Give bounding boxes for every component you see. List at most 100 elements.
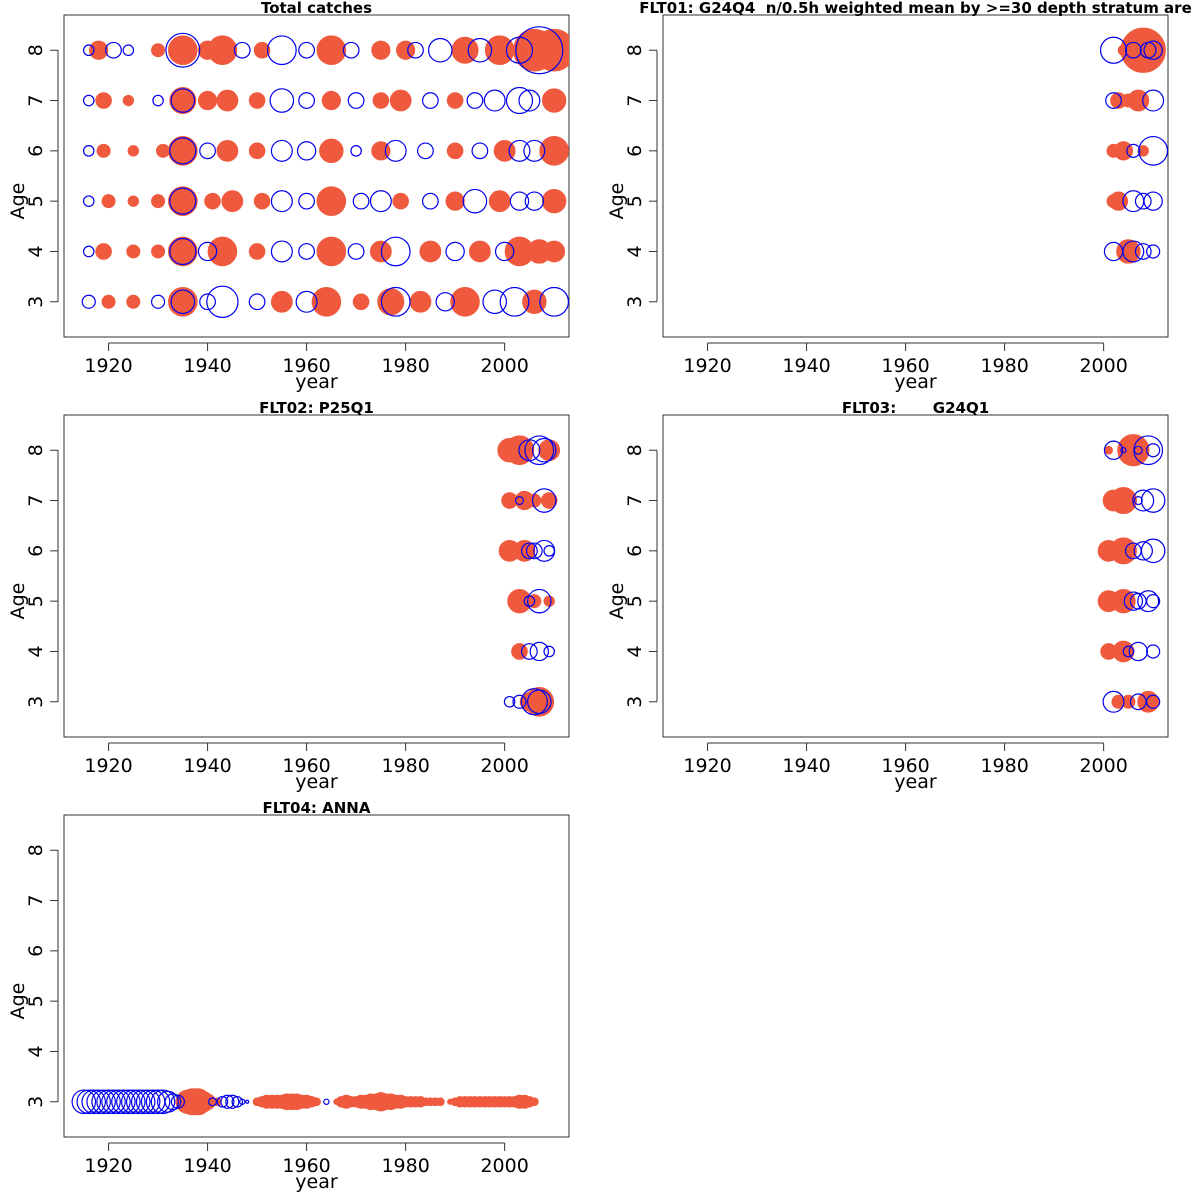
y-tick-label: 4	[624, 245, 646, 257]
positive-residual-bubble	[199, 1093, 216, 1111]
negative-residual-bubble	[1140, 488, 1166, 513]
x-tick-label: 1940	[782, 755, 830, 777]
positive-residual-bubble	[352, 293, 370, 311]
y-axis-title: Age	[606, 583, 628, 620]
positive-residual-bubble	[484, 35, 515, 66]
negative-residual-bubble	[82, 94, 95, 107]
negative-residual-bubble	[1146, 594, 1161, 609]
panel-2: FLT01: G24Q4 n/0.5h weighted mean by >=3…	[606, 0, 1192, 393]
x-tick-label: 1980	[381, 355, 429, 377]
positive-residual-bubble	[197, 90, 218, 111]
negative-residual-bubble	[1133, 435, 1164, 466]
panel-4: FLT03: G24Q1 1920 1940 1960 1980 2000 year 3 4 5 6…	[606, 399, 1169, 793]
negative-residual-bubble	[407, 41, 424, 59]
negative-residual-bubble	[248, 293, 266, 311]
y-tick-label: 5	[624, 195, 646, 207]
plot-frame	[662, 414, 1169, 738]
panel-3: FLT02: P25Q1 1920 1940 1960 1980 2000 year 3 4 5 6…	[7, 399, 570, 793]
panel-title: FLT01: G24Q4 n/0.5h weighted mean by >=3…	[639, 0, 1192, 17]
negative-residual-bubble	[245, 1099, 250, 1104]
negative-residual-bubble	[165, 32, 201, 68]
positive-residual-bubble	[1137, 690, 1160, 713]
negative-residual-bubble	[369, 190, 392, 213]
plot-frame	[63, 814, 570, 1138]
positive-residual-bubble	[126, 244, 141, 259]
positive-residual-bubble	[1116, 239, 1141, 264]
x-tick-label: 1940	[183, 755, 231, 777]
positive-residual-bubble	[371, 141, 391, 161]
negative-residual-bubble	[352, 192, 370, 210]
x-tick-label: 1940	[782, 355, 830, 377]
negative-residual-bubble	[1126, 143, 1141, 158]
y-tick-label: 7	[25, 94, 47, 106]
positive-residual-bubble	[127, 195, 140, 207]
panel-1: Total catches 1920 1940 1960 1980 2000 year 3 4 5…	[7, 0, 570, 393]
negative-residual-bubble	[82, 145, 95, 157]
negative-residual-bubble	[524, 191, 545, 211]
positive-residual-bubble	[445, 191, 465, 211]
negative-residual-bubble	[529, 641, 549, 662]
x-tick-label: 1920	[84, 355, 132, 377]
y-tick-label: 3	[25, 696, 47, 708]
positive-residual-bubble	[1109, 487, 1137, 515]
positive-residual-bubble	[529, 1097, 539, 1107]
negative-residual-bubble	[269, 88, 295, 113]
x-tick-label: 1960	[881, 355, 929, 377]
negative-residual-bubble	[347, 243, 365, 260]
negative-residual-bubble	[231, 1095, 244, 1108]
negative-residual-bubble	[435, 292, 455, 312]
negative-residual-bubble	[116, 1089, 141, 1115]
negative-residual-bubble	[1122, 645, 1135, 658]
negative-residual-bubble	[499, 286, 530, 317]
bubble-group	[81, 26, 569, 318]
negative-residual-bubble	[1134, 243, 1152, 260]
positive-residual-bubble	[1113, 141, 1134, 161]
positive-residual-bubble	[541, 88, 567, 113]
positive-residual-bubble	[389, 89, 412, 112]
positive-residual-bubble	[450, 286, 480, 317]
x-tick-label: 1920	[84, 755, 132, 777]
y-axis-title: Age	[7, 183, 29, 220]
bubble-group	[497, 435, 561, 717]
x-tick-label: 1960	[282, 755, 330, 777]
x-tick-label: 1960	[282, 1155, 330, 1177]
y-tick-label: 4	[624, 645, 646, 657]
negative-residual-bubble	[199, 293, 216, 311]
bubble-group	[1097, 434, 1166, 713]
panel-title: Total catches	[261, 0, 372, 17]
negative-residual-bubble	[233, 41, 251, 59]
x-tick-label: 2000	[1079, 355, 1127, 377]
positive-residual-bubble	[101, 194, 116, 209]
x-tick-label: 2000	[480, 1155, 528, 1177]
positive-residual-bubble	[168, 136, 198, 166]
negative-residual-bubble	[199, 142, 216, 160]
negative-residual-bubble	[531, 488, 557, 513]
negative-residual-bubble	[105, 41, 122, 59]
x-tick-label: 2000	[480, 755, 528, 777]
negative-residual-bubble	[347, 92, 365, 109]
positive-residual-bubble	[321, 90, 341, 111]
negative-residual-bubble	[170, 289, 196, 315]
negative-residual-bubble	[1146, 644, 1161, 659]
y-tick-label: 8	[25, 444, 47, 456]
y-tick-label: 7	[25, 494, 47, 506]
positive-residual-bubble	[248, 243, 266, 260]
y-axis-title: Age	[7, 583, 29, 620]
negative-residual-bubble	[323, 1098, 330, 1105]
negative-residual-bubble	[164, 1093, 182, 1111]
x-tick-label: 1960	[282, 355, 330, 377]
positive-residual-bubble	[524, 686, 555, 717]
negative-residual-bubble	[169, 237, 197, 266]
panel-title: FLT03: G24Q1	[842, 399, 989, 417]
negative-residual-bubble	[462, 188, 488, 214]
negative-residual-bubble	[295, 290, 318, 313]
negative-residual-bubble	[82, 44, 95, 57]
negative-residual-bubble	[1146, 694, 1161, 709]
negative-residual-bubble	[1120, 447, 1127, 454]
negative-residual-bubble	[520, 643, 538, 660]
positive-residual-bubble	[168, 286, 198, 317]
negative-residual-bubble	[111, 1089, 136, 1115]
y-tick-label: 3	[25, 1096, 47, 1108]
negative-residual-bubble	[1103, 440, 1124, 460]
